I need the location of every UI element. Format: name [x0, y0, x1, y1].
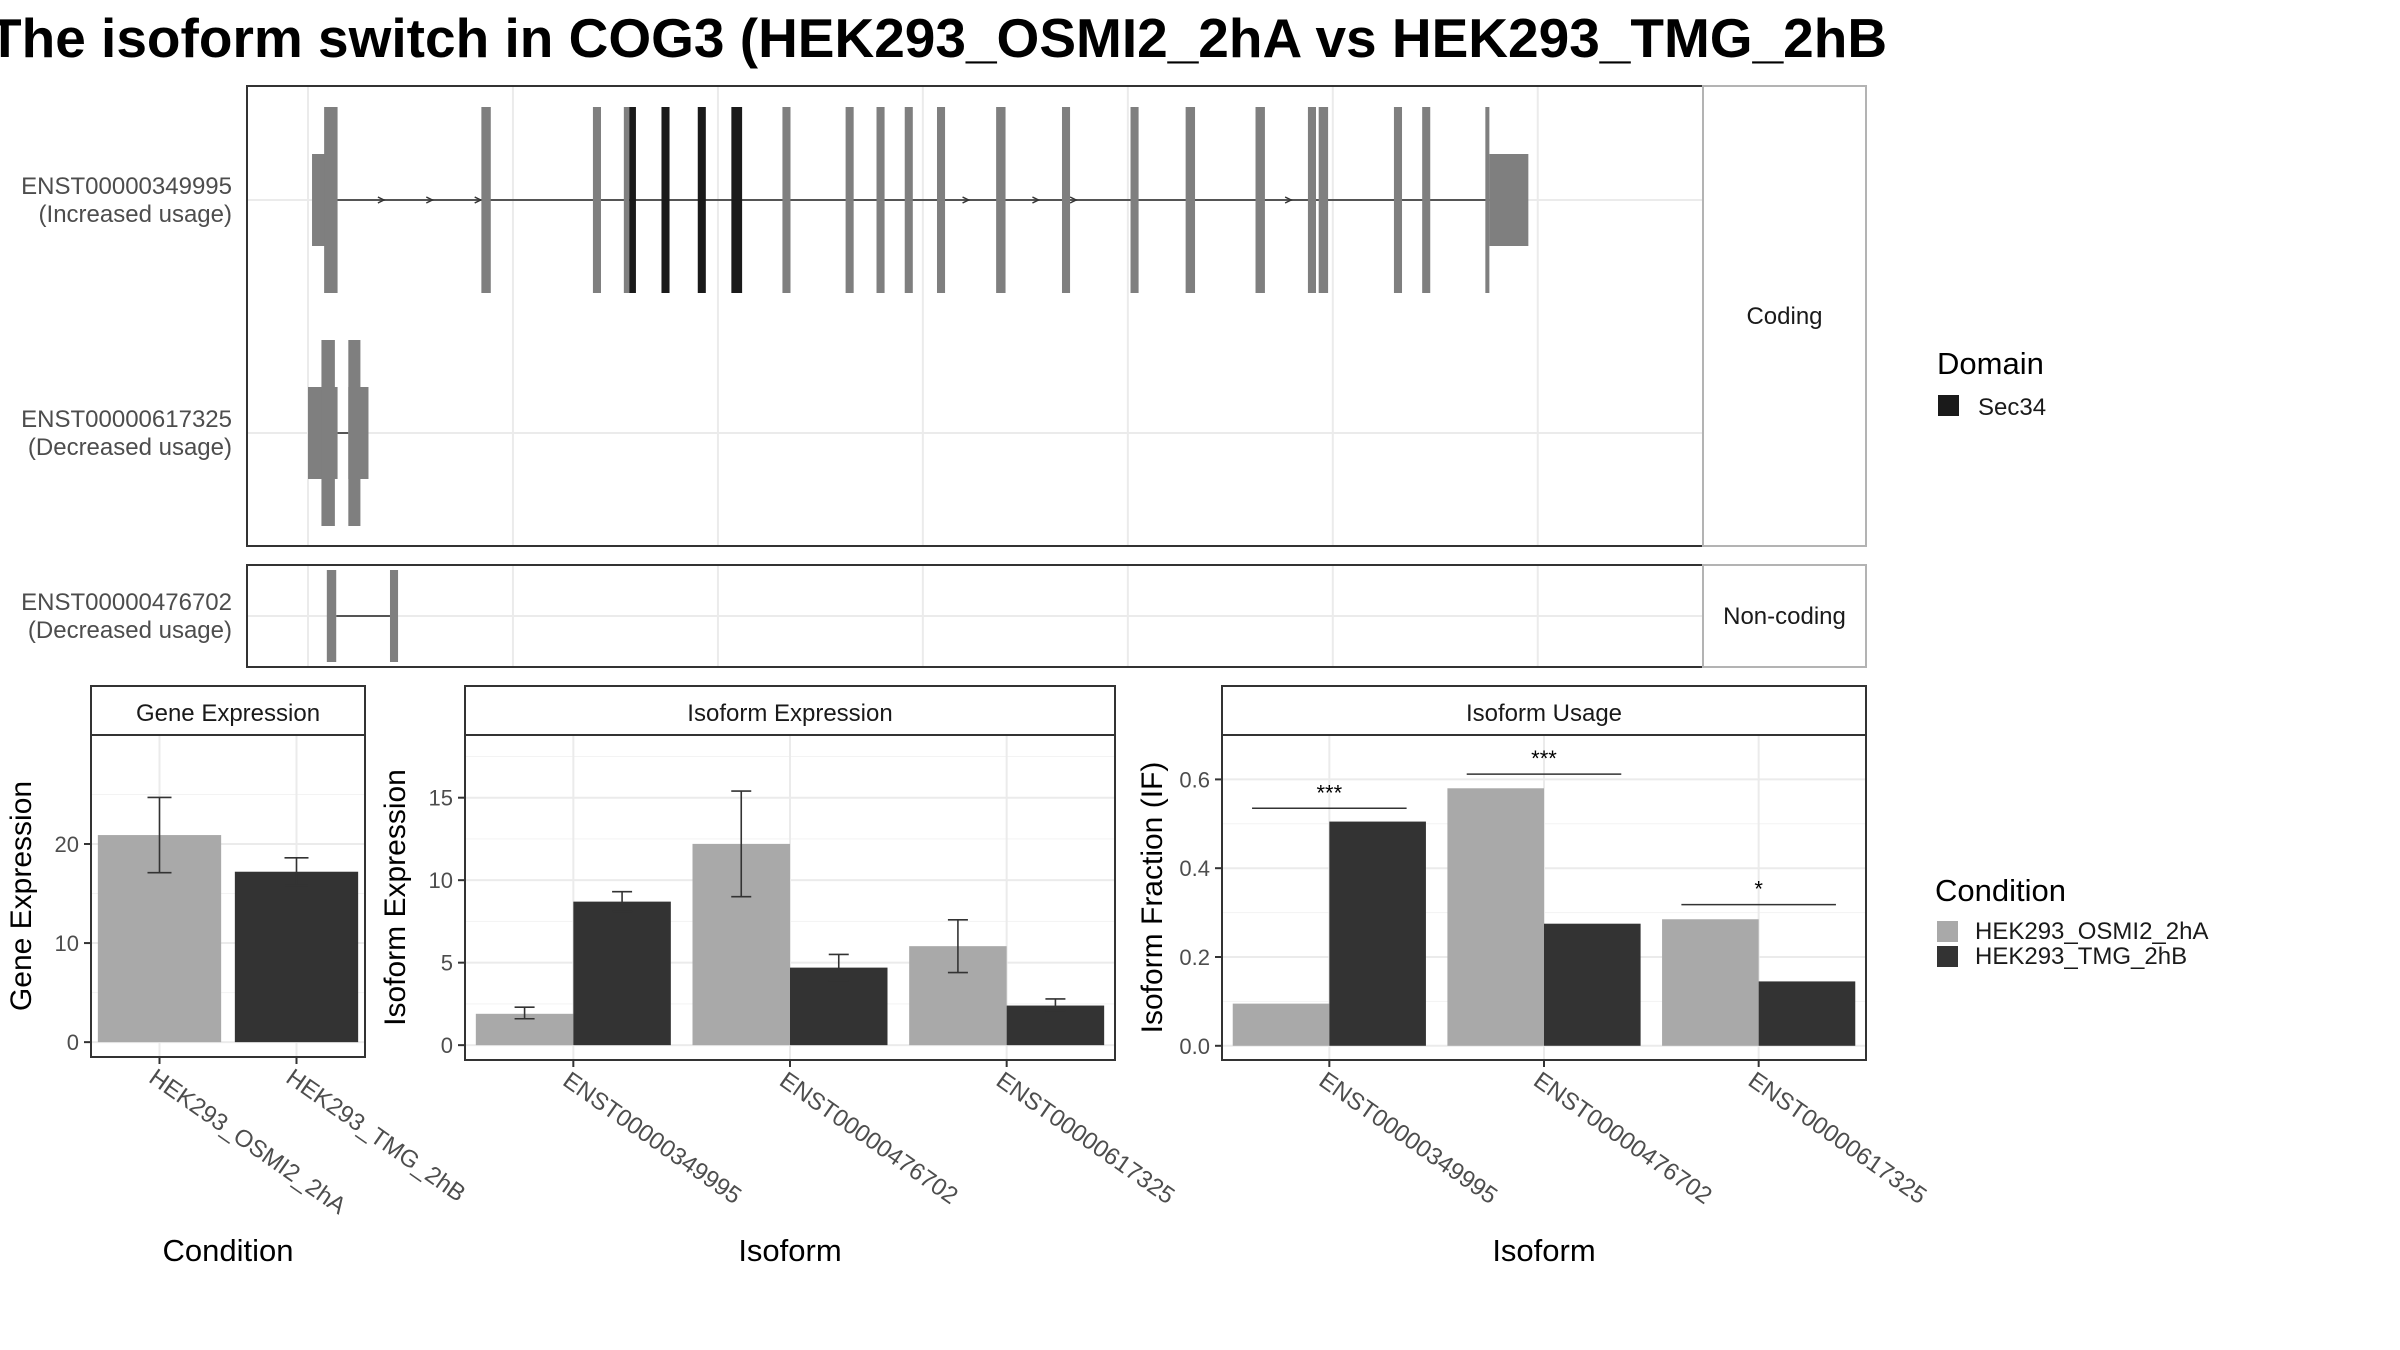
exon-block: [321, 340, 335, 526]
x-axis-title: Isoform: [1492, 1233, 1595, 1268]
exon-domain-sec34: [697, 107, 706, 293]
bar: [573, 901, 671, 1046]
exon-block: [1318, 107, 1329, 293]
condition-legend-label: HEK293_OSMI2_2hA: [1975, 918, 2208, 945]
exon-block: [1130, 107, 1139, 293]
condition-legend-swatch: [1937, 946, 1958, 967]
x-tick-label: ENST00000476702: [1529, 1067, 1717, 1210]
condition-legend-title: Condition: [1935, 873, 2066, 908]
exon-block: [1061, 107, 1071, 293]
strip-label-coding: Coding: [1746, 303, 1822, 330]
bar: [1447, 788, 1544, 1046]
transcript-label: ENST00000476702: [21, 589, 232, 616]
y-tick-label: 20: [55, 832, 79, 857]
figure-title: The isoform switch in COG3 (HEK293_OSMI2…: [0, 7, 1888, 69]
bar: [1232, 1003, 1330, 1046]
exon-block: [1185, 107, 1196, 293]
exon-block: [481, 107, 491, 293]
panel-title: Isoform Expression: [687, 700, 892, 727]
strand-arrow: [1284, 196, 1293, 204]
y-tick-label: 0: [67, 1030, 79, 1055]
transcript-usage-label: (Decreased usage): [28, 617, 232, 644]
coding-panel-bg: [247, 86, 1703, 546]
x-tick-label: ENST00000476702: [775, 1067, 963, 1210]
y-tick-label: 0: [441, 1033, 453, 1058]
y-axis-title: Gene Expression: [5, 781, 38, 1011]
facet-strip: [464, 685, 1116, 736]
y-tick-label: 0.0: [1179, 1034, 1210, 1059]
exon-block: [936, 107, 946, 293]
domain-legend-title: Domain: [1937, 346, 2044, 381]
exon-block: [845, 107, 854, 293]
exon-block: [876, 107, 885, 293]
x-tick-label: ENST00000617325: [1743, 1067, 1931, 1210]
significance-label: *: [1754, 877, 1763, 902]
exon-domain-sec34: [629, 107, 636, 293]
bar: [1544, 923, 1641, 1046]
strand-arrow: [425, 196, 434, 204]
facet-strip: [1702, 564, 1867, 668]
facet-strip: [90, 685, 366, 736]
bar: [1006, 1005, 1105, 1046]
y-axis-title: Isoform Expression: [379, 769, 412, 1026]
strand-arrow: [474, 196, 483, 204]
transcript-usage-label: (Decreased usage): [28, 434, 232, 461]
facet-strip: [1702, 85, 1867, 547]
exon-block: [324, 107, 338, 293]
y-tick-label: 10: [429, 868, 453, 893]
bar: [1329, 821, 1426, 1046]
exon-block: [326, 570, 337, 662]
x-axis-title: Condition: [163, 1233, 294, 1268]
exon-domain-sec34: [731, 107, 743, 293]
y-tick-label: 5: [441, 951, 453, 976]
strand-arrow: [1032, 196, 1041, 204]
bar: [1758, 981, 1856, 1046]
exon-block: [1393, 107, 1403, 293]
exon-block: [1489, 154, 1529, 246]
facet-strip: [1221, 685, 1867, 736]
y-axis-title: Isoform Fraction (IF): [1136, 762, 1169, 1034]
exon-block: [592, 107, 601, 293]
exon-block: [996, 107, 1006, 293]
strand-arrow: [962, 196, 971, 204]
strand-arrow: [1069, 196, 1078, 204]
y-tick-label: 15: [429, 786, 453, 811]
transcript-usage-label: (Increased usage): [39, 201, 232, 228]
x-tick-label: ENST00000617325: [991, 1067, 1179, 1210]
panel-title: Gene Expression: [136, 700, 320, 727]
condition-legend-label: HEK293_TMG_2hB: [1975, 943, 2187, 970]
transcript-label: ENST00000617325: [21, 406, 232, 433]
significance-label: ***: [1316, 780, 1342, 805]
domain-legend-swatch: [1938, 395, 1959, 416]
y-tick-label: 0.4: [1179, 856, 1210, 881]
y-tick-label: 10: [55, 931, 79, 956]
x-axis-title: Isoform: [738, 1233, 841, 1268]
x-tick-label: ENST00000349995: [1314, 1067, 1502, 1210]
exon-block: [348, 340, 361, 526]
strand-arrow: [377, 196, 386, 204]
strip-label-noncoding: Non-coding: [1723, 603, 1846, 630]
exon-block: [782, 107, 791, 293]
condition-legend-swatch: [1937, 921, 1958, 942]
exon-block: [1255, 107, 1265, 293]
exon-block: [1485, 107, 1490, 293]
panel-title: Isoform Usage: [1466, 700, 1622, 727]
exon-block: [1307, 107, 1316, 293]
exon-block: [312, 154, 327, 246]
x-tick-label: ENST00000349995: [558, 1067, 746, 1210]
exon-block: [904, 107, 913, 293]
exon-block: [1422, 107, 1431, 293]
significance-label: ***: [1531, 746, 1557, 771]
exon-block: [389, 570, 399, 662]
exon-domain-sec34: [661, 107, 670, 293]
transcript-label: ENST00000349995: [21, 173, 232, 200]
exon-block: [623, 107, 630, 293]
y-tick-label: 0.2: [1179, 945, 1210, 970]
domain-legend-label: Sec34: [1978, 394, 2046, 421]
bar: [234, 871, 359, 1043]
bar: [1662, 919, 1759, 1046]
y-tick-label: 0.6: [1179, 767, 1210, 792]
